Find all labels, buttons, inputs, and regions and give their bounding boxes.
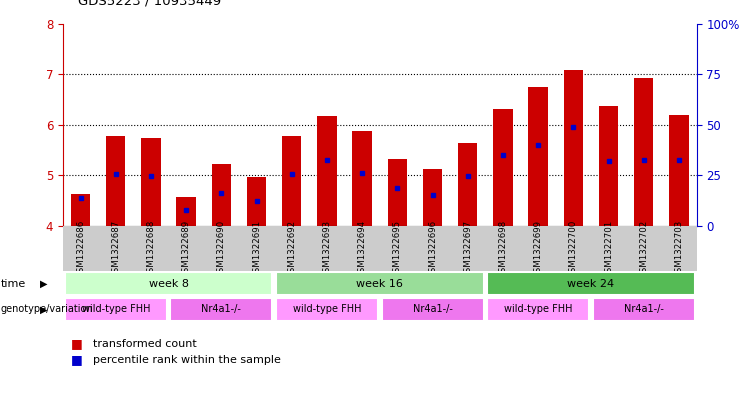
Bar	[176, 197, 196, 226]
Text: transformed count: transformed count	[93, 339, 196, 349]
Bar	[593, 298, 695, 321]
Bar	[247, 177, 266, 226]
Text: GSM1322700: GSM1322700	[569, 219, 578, 278]
Text: GSM1322696: GSM1322696	[428, 220, 437, 277]
Text: Nr4a1-/-: Nr4a1-/-	[413, 305, 453, 314]
Bar	[106, 136, 125, 226]
Text: GSM1322691: GSM1322691	[252, 220, 261, 277]
Text: GSM1322694: GSM1322694	[358, 220, 367, 277]
Bar	[599, 106, 618, 226]
Text: genotype/variation: genotype/variation	[1, 305, 93, 314]
Text: wild-type FHH: wild-type FHH	[293, 305, 361, 314]
Text: GSM1322702: GSM1322702	[639, 219, 648, 278]
Text: GDS5223 / 10935449: GDS5223 / 10935449	[78, 0, 221, 8]
Bar	[634, 78, 654, 226]
Text: Nr4a1-/-: Nr4a1-/-	[624, 305, 664, 314]
Bar	[317, 116, 336, 226]
Bar	[487, 298, 589, 321]
Bar	[494, 108, 513, 226]
Bar	[64, 298, 167, 321]
Bar	[487, 272, 695, 296]
Bar	[564, 70, 583, 226]
Text: GSM1322692: GSM1322692	[288, 220, 296, 277]
Bar	[276, 298, 378, 321]
Bar	[282, 136, 302, 226]
Bar	[212, 164, 231, 226]
Bar	[528, 87, 548, 226]
Bar	[64, 272, 273, 296]
Text: week 8: week 8	[149, 279, 188, 289]
Bar	[382, 298, 484, 321]
Bar	[388, 159, 407, 226]
Text: GSM1322699: GSM1322699	[534, 220, 542, 277]
Text: time: time	[1, 279, 26, 289]
Text: ▶: ▶	[40, 279, 47, 289]
Text: Nr4a1-/-: Nr4a1-/-	[202, 305, 242, 314]
Text: GSM1322687: GSM1322687	[111, 219, 120, 278]
Bar	[669, 115, 688, 226]
Text: GSM1322686: GSM1322686	[76, 219, 85, 278]
Text: GSM1322701: GSM1322701	[604, 219, 613, 278]
Text: ▶: ▶	[40, 305, 47, 314]
Text: week 16: week 16	[356, 279, 403, 289]
Text: GSM1322703: GSM1322703	[674, 219, 683, 278]
Text: GSM1322695: GSM1322695	[393, 220, 402, 277]
Text: GSM1322698: GSM1322698	[499, 220, 508, 277]
Text: GSM1322693: GSM1322693	[322, 220, 331, 277]
Text: wild-type FHH: wild-type FHH	[82, 305, 150, 314]
Bar	[458, 143, 477, 226]
Text: week 24: week 24	[568, 279, 614, 289]
Text: GSM1322689: GSM1322689	[182, 220, 190, 277]
Bar	[71, 194, 90, 226]
Bar	[276, 272, 484, 296]
Text: GSM1322688: GSM1322688	[147, 219, 156, 278]
Text: wild-type FHH: wild-type FHH	[504, 305, 572, 314]
Bar	[170, 298, 273, 321]
Text: GSM1322690: GSM1322690	[217, 220, 226, 277]
Bar	[142, 138, 161, 226]
Bar	[423, 169, 442, 226]
Text: ■: ■	[70, 337, 82, 351]
Text: ■: ■	[70, 353, 82, 366]
Text: GSM1322697: GSM1322697	[463, 220, 472, 277]
Bar	[353, 131, 372, 226]
Text: percentile rank within the sample: percentile rank within the sample	[93, 354, 281, 365]
